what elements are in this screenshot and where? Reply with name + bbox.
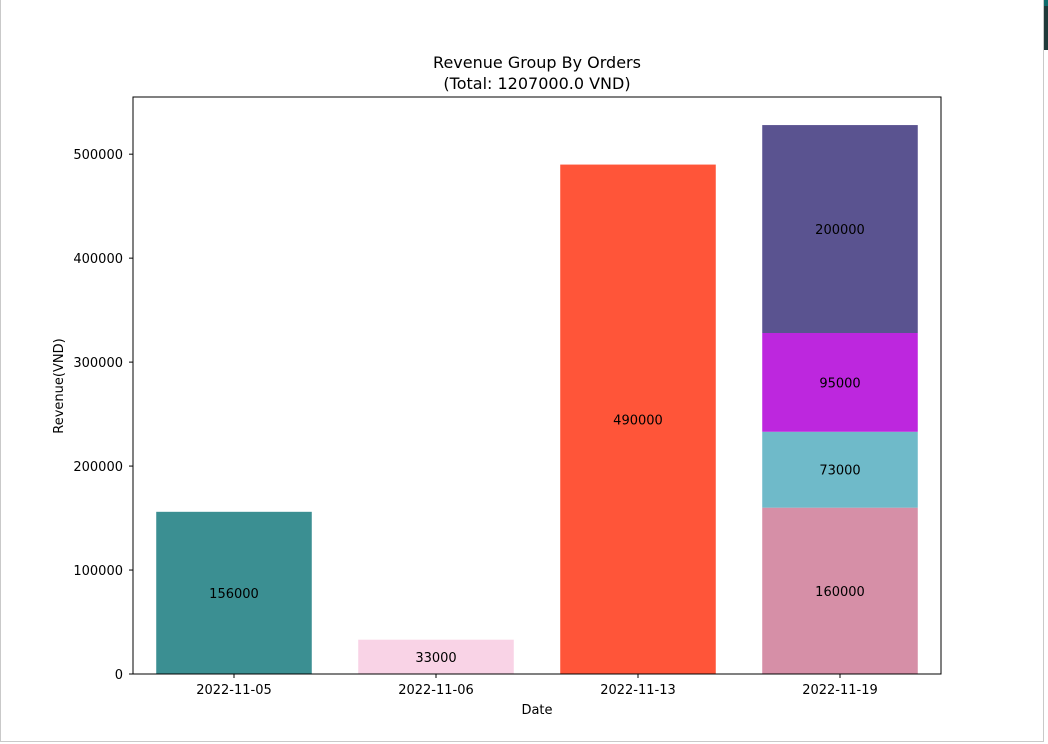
bar-value-label: 160000 <box>815 585 865 600</box>
bar-value-label: 200000 <box>815 223 865 238</box>
x-tick-label: 2022-11-13 <box>600 683 676 698</box>
y-tick-label: 200000 <box>73 460 123 475</box>
bar-value-label: 156000 <box>209 587 259 602</box>
bar-segment-2022-11-19-0 <box>762 507 918 674</box>
x-tick-label: 2022-11-05 <box>196 683 272 698</box>
bar-segment-2022-11-19-2 <box>762 332 918 432</box>
bars-layer: 156000 33000 490000 160000 73000 95000 200000 <box>156 125 918 674</box>
bar-value-label: 33000 <box>415 651 456 666</box>
bar-segment-2022-11-13-0 <box>560 164 716 674</box>
x-tick-label: 2022-11-19 <box>802 683 878 698</box>
y-axis-label: Revenue(VND) <box>52 338 67 433</box>
bar-segment-2022-11-05-0 <box>156 511 312 674</box>
chart-title: Revenue Group By Orders <box>433 53 641 72</box>
chart-subtitle: (Total: 1207000.0 VND) <box>443 74 630 93</box>
window-side-accent <box>1044 6 1048 50</box>
x-tick-label: 2022-11-06 <box>398 683 474 698</box>
bar-segment-2022-11-19-3 <box>762 125 918 333</box>
y-tick-label: 0 <box>115 668 123 683</box>
y-tick-label: 300000 <box>73 356 123 371</box>
ticks-layer: 2022-11-05 2022-11-06 2022-11-13 2022-11-19… <box>73 148 877 698</box>
y-tick-label: 400000 <box>73 252 123 267</box>
bar-segment-2022-11-06-0 <box>358 639 514 674</box>
y-tick-label: 100000 <box>73 564 123 579</box>
y-tick-label: 500000 <box>73 148 123 163</box>
bar-segment-2022-11-19-1 <box>762 431 918 508</box>
bar-value-label: 490000 <box>613 413 663 428</box>
x-axis-label: Date <box>521 703 552 718</box>
plot-frame <box>132 96 942 675</box>
bar-value-label: 73000 <box>819 464 860 479</box>
bar-value-label: 95000 <box>819 376 860 391</box>
